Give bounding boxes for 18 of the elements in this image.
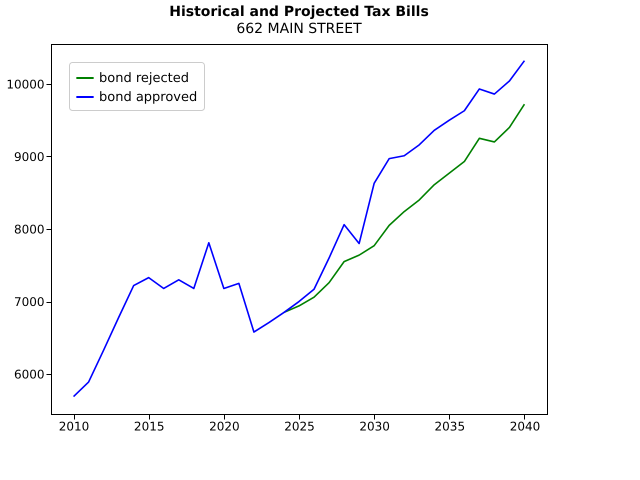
chart-title: Historical and Projected Tax Bills xyxy=(169,4,429,20)
line-series xyxy=(72,60,526,398)
y-tick-label: 6000 xyxy=(14,368,44,382)
y-tick-label: 8000 xyxy=(14,222,44,236)
legend-label: bond rejected xyxy=(99,71,189,86)
x-tick-label: 2035 xyxy=(434,420,466,434)
x-tick-label: 2010 xyxy=(58,420,90,434)
x-tick-label: 2030 xyxy=(359,420,390,434)
y-tick-label: 10000 xyxy=(6,77,44,92)
y-tick-label: 9000 xyxy=(14,150,44,164)
x-tick-label: 2020 xyxy=(209,420,240,434)
x-tick-label: 2040 xyxy=(510,420,540,434)
line-series xyxy=(283,103,526,314)
legend-label: bond approved xyxy=(99,90,198,105)
chart-subtitle: 662 MAIN STREET xyxy=(236,21,362,37)
x-tick-label: 2025 xyxy=(284,420,315,434)
y-tick-label: 7000 xyxy=(14,295,44,310)
x-tick-label: 2015 xyxy=(134,420,164,434)
